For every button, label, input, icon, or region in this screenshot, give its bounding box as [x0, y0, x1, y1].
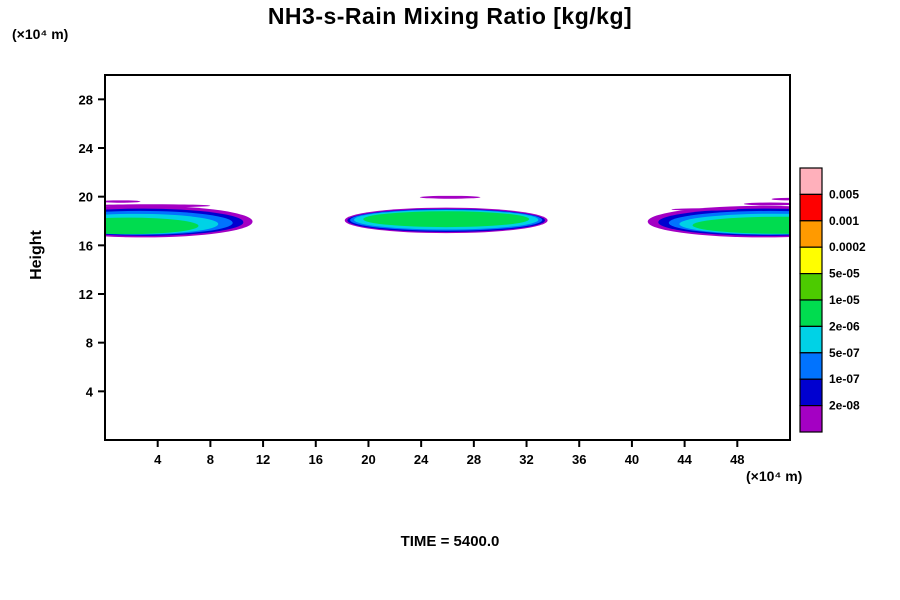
- colorbar-label: 0.005: [829, 187, 859, 201]
- y-tick-label: 20: [79, 190, 93, 205]
- y-tick-label: 12: [79, 287, 93, 302]
- y-axis-units: (×10⁴ m): [12, 26, 69, 42]
- colorbar-label: 2e-06: [829, 319, 860, 333]
- colorbar-segment: [799, 220, 823, 248]
- colorbar-segment: [799, 352, 823, 380]
- colorbar-segment: [799, 325, 823, 354]
- y-tick-label: 16: [79, 238, 93, 253]
- colorbar-label: 0.001: [829, 214, 859, 228]
- colorbar-label: 0.0002: [829, 240, 866, 254]
- x-tick-label: 44: [677, 452, 692, 467]
- contour-layer-2e-08: [419, 195, 481, 199]
- x-tick-label: 28: [467, 452, 481, 467]
- colorbar-label: 2e-08: [829, 399, 860, 413]
- x-tick-label: 40: [625, 452, 639, 467]
- colorbar-segment: [799, 405, 823, 433]
- time-annotation: TIME = 5400.0: [400, 533, 500, 550]
- y-tick-label: 28: [79, 92, 93, 107]
- contour-layer-1e-05: [692, 216, 790, 234]
- colorbar-label: 5e-07: [829, 346, 860, 360]
- colorbar-segment: [799, 193, 823, 222]
- plot-border: [104, 74, 791, 441]
- contour-field: [105, 195, 790, 238]
- x-tick-label: 8: [207, 452, 214, 467]
- x-tick-label: 20: [361, 452, 375, 467]
- colorbar-label: 1e-05: [829, 293, 860, 307]
- colorbar-label: 5e-05: [829, 267, 860, 281]
- chart-title: NH3-s-Rain Mixing Ratio [kg/kg]: [267, 3, 633, 29]
- y-tick-label: 24: [79, 141, 94, 156]
- y-tick-label: 8: [86, 336, 93, 351]
- colorbar-label: 1e-07: [829, 372, 860, 386]
- x-tick-label: 48: [730, 452, 744, 467]
- contour-layer-2e-08: [671, 208, 738, 211]
- contour-layer-1e-05: [105, 217, 199, 235]
- colorbar-segment: [799, 246, 823, 275]
- contour-layer-2e-08: [771, 197, 790, 201]
- colorbar-segment: [799, 378, 823, 407]
- colorbar-segment: [799, 299, 823, 327]
- contour-layer-2e-08: [105, 204, 211, 208]
- contour-layer-2e-08: [105, 200, 141, 203]
- y-tick-label: 4: [86, 384, 94, 399]
- x-tick-label: 4: [154, 452, 162, 467]
- x-axis-units: (×10⁴ m): [746, 468, 803, 484]
- x-tick-label: 36: [572, 452, 586, 467]
- x-tick-label: 24: [414, 452, 429, 467]
- colorbar-segment: [799, 273, 823, 301]
- x-tick-label: 16: [309, 452, 323, 467]
- contour-layer-1e-05: [363, 211, 530, 228]
- x-tick-label: 12: [256, 452, 270, 467]
- x-tick-label: 32: [519, 452, 533, 467]
- contour-layer-2e-08: [743, 202, 790, 206]
- colorbar-segment: [799, 167, 823, 195]
